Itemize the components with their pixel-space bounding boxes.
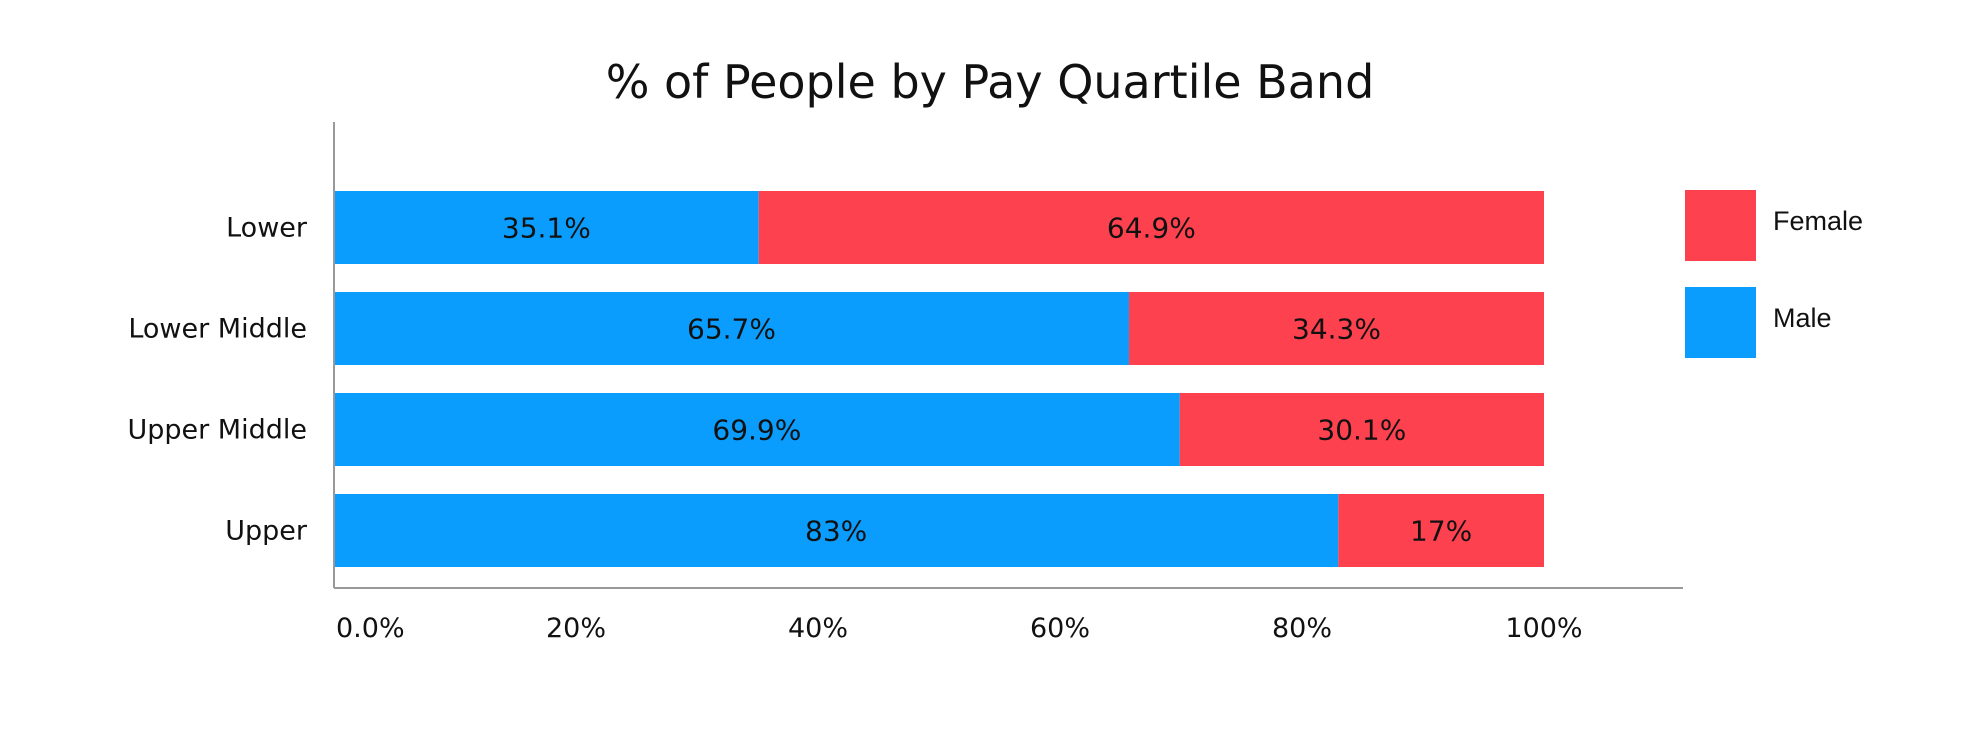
bar-female-upper-middle — [1179, 393, 1544, 466]
data-label-female-lower: 64.9% — [1107, 212, 1196, 245]
data-label-male-lower: 35.1% — [502, 212, 591, 245]
data-label-female-upper-middle: 30.1% — [1317, 414, 1406, 447]
bar-male-upper — [334, 494, 1339, 567]
data-label-male-upper-middle: 69.9% — [712, 414, 801, 447]
category-label-lower: Lower — [226, 213, 308, 244]
data-label-male-lower-middle: 65.7% — [687, 313, 776, 346]
category-labels-group: Lower Lower Middle Upper Middle Upper — [127, 213, 307, 547]
bar-male-lower — [334, 191, 759, 264]
x-tick-labels-group: 0.0% 20% 40% 60% 80% 100% — [336, 613, 1583, 644]
x-tick-label-0: 0.0% — [336, 613, 405, 644]
category-label-upper: Upper — [225, 516, 308, 547]
x-tick-label-3: 60% — [1030, 613, 1090, 644]
category-label-upper-middle: Upper Middle — [127, 415, 307, 446]
data-label-male-upper: 83% — [805, 515, 867, 548]
x-tick-label-1: 20% — [546, 613, 606, 644]
x-tick-label-2: 40% — [788, 613, 848, 644]
legend-label-male: Male — [1773, 303, 1832, 333]
legend-swatch-female — [1685, 190, 1756, 261]
data-label-female-lower-middle: 34.3% — [1292, 313, 1381, 346]
bar-female-lower — [758, 191, 1544, 264]
x-tick-label-4: 80% — [1272, 613, 1332, 644]
x-tick-label-5: 100% — [1505, 613, 1582, 644]
bar-female-upper — [1338, 494, 1544, 567]
legend-swatch-male — [1685, 287, 1756, 358]
data-label-female-upper: 17% — [1410, 515, 1472, 548]
legend-label-female: Female — [1773, 206, 1863, 236]
data-labels-group: 35.1% 64.9% 65.7% 34.3% 69.9% 30.1% 83% 17% — [502, 212, 1472, 548]
category-label-lower-middle: Lower Middle — [128, 314, 307, 345]
bars-group — [334, 191, 1544, 567]
chart-title: % of People by Pay Quartile Band — [606, 55, 1375, 109]
bar-male-upper-middle — [334, 393, 1180, 466]
bar-female-lower-middle — [1128, 292, 1544, 365]
bar-male-lower-middle — [334, 292, 1129, 365]
legend: Female Male — [1685, 190, 1863, 358]
